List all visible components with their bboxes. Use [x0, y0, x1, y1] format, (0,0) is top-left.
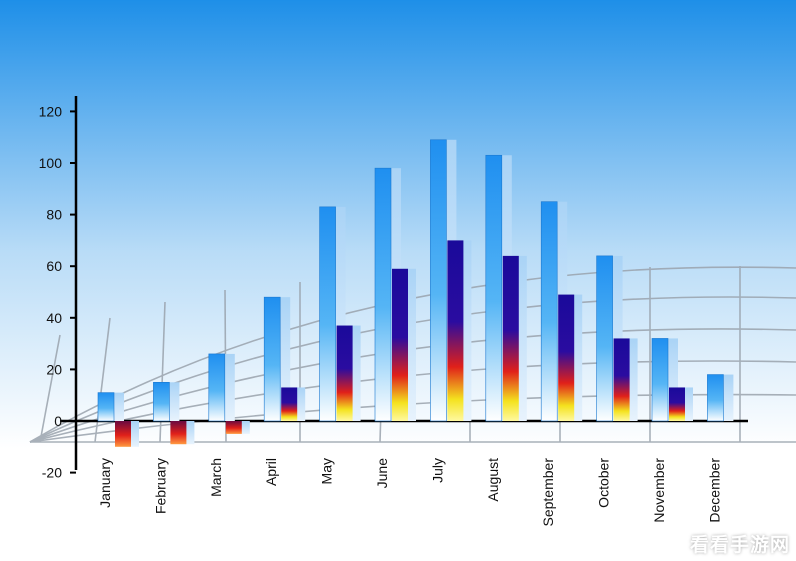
category-label: April	[263, 458, 279, 486]
bar-primary	[430, 139, 447, 422]
y-tick-label: 20	[46, 361, 62, 377]
bar-primary	[319, 206, 336, 422]
y-tick-label: 80	[46, 207, 62, 223]
bar-secondary	[502, 255, 519, 421]
category-labels: January February March April May June July Augu…	[97, 458, 722, 527]
watermark-text: 看看手游网	[689, 534, 790, 556]
category-label: September	[540, 458, 556, 527]
category-label: December	[706, 458, 722, 523]
y-tick-label: 0	[54, 413, 62, 429]
y-tick-label: 120	[39, 103, 63, 119]
bar-secondary-negative	[225, 421, 242, 434]
bar-primary	[596, 255, 613, 422]
category-label: November	[651, 458, 667, 523]
bar-primary	[153, 381, 170, 422]
bar-secondary	[558, 294, 575, 421]
bar-secondary	[392, 268, 408, 421]
bar-secondary-negative	[170, 421, 187, 445]
category-label: February	[152, 458, 168, 514]
bar-secondary	[613, 338, 630, 421]
bar-secondary	[336, 325, 353, 421]
bar-primary	[540, 201, 558, 422]
y-tick-label: 60	[46, 258, 62, 274]
bar-primary	[707, 374, 724, 422]
bar-primary	[485, 154, 503, 422]
bar-secondary-negative	[115, 421, 131, 447]
bar-primary	[263, 296, 281, 422]
category-label: June	[374, 458, 390, 489]
category-label: March	[208, 458, 224, 497]
category-label: January	[97, 458, 113, 508]
y-tick-label: 100	[39, 155, 63, 171]
category-label: August	[485, 458, 501, 502]
bar-primary	[97, 392, 115, 422]
y-tick-label: -20	[42, 465, 62, 481]
bar-secondary	[447, 240, 464, 421]
bar-secondary	[281, 387, 298, 421]
bar-secondary	[669, 387, 685, 421]
category-label: October	[596, 458, 612, 508]
bar-primary	[651, 338, 669, 422]
y-tick-label: 40	[46, 310, 62, 326]
bar-primary	[208, 353, 226, 422]
bar-primary	[374, 167, 392, 422]
category-label: July	[429, 458, 445, 483]
bars	[97, 139, 734, 447]
category-label: May	[319, 458, 335, 484]
